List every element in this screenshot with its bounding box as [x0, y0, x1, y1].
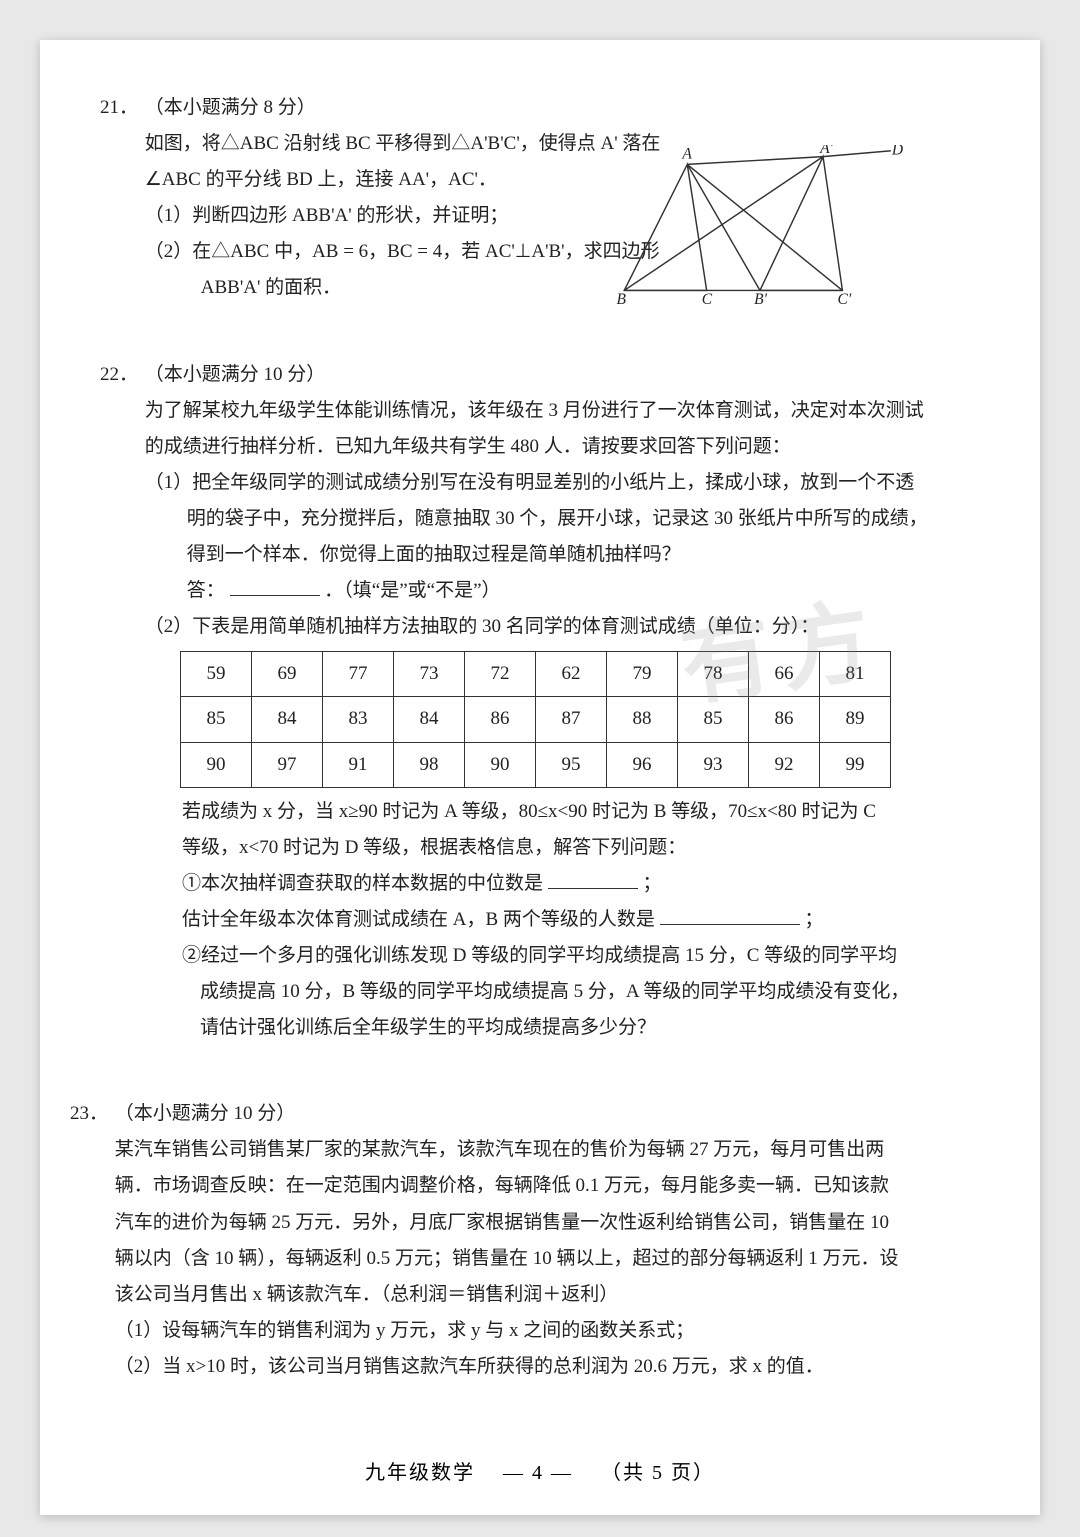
q21-line1: 如图，将△ABC 沿射线 BC 平移得到△A'B'C'，使得点 A' 落在 — [145, 133, 661, 154]
cell: 83 — [323, 697, 394, 742]
cell: 69 — [252, 652, 323, 697]
cell: 59 — [181, 652, 252, 697]
q22-q2b: 成绩提高 10 分，B 等级的同学平均成绩提高 5 分，A 等级的同学平均成绩没… — [140, 981, 909, 1002]
q22-count-end: ； — [804, 909, 823, 930]
pt-B: B — [616, 291, 626, 305]
pt-C: C — [702, 291, 713, 305]
question-21: A A' D B C B' C' 21． （本小题满分 8 分） 如图，将△AB… — [100, 90, 980, 307]
q23-l2: 辆．市场调查反映：在一定范围内调整价格，每辆降低 0.1 万元，每月能多卖一辆．… — [115, 1175, 889, 1196]
scores-table: 59697773726279786681 8584838486878885868… — [180, 651, 891, 787]
cell: 98 — [394, 742, 465, 787]
cell: 87 — [536, 697, 607, 742]
footer-total: （共 5 页） — [601, 1462, 715, 1484]
cell: 90 — [465, 742, 536, 787]
q23-points: （本小题满分 10 分） — [115, 1103, 296, 1124]
q22-median-blank[interactable] — [548, 869, 638, 889]
pt-Cp: C' — [838, 291, 852, 305]
footer-subject: 九年级数学 — [365, 1462, 475, 1484]
q22-p2intro: （2）下表是用简单随机抽样方法抽取的 30 名同学的体育测试成绩（单位：分）： — [145, 616, 820, 637]
pt-D: D — [891, 145, 903, 159]
cell: 97 — [252, 742, 323, 787]
cell: 92 — [749, 742, 820, 787]
pt-A: A — [681, 146, 692, 163]
cell: 93 — [678, 742, 749, 787]
pt-Bp: B' — [754, 291, 767, 305]
cell: 86 — [465, 697, 536, 742]
cell: 85 — [678, 697, 749, 742]
cell: 72 — [465, 652, 536, 697]
question-23: 23． （本小题满分 10 分） 某汽车销售公司销售某厂家的某款汽车，该款汽车现… — [70, 1096, 980, 1385]
cell: 90 — [181, 742, 252, 787]
cell: 79 — [607, 652, 678, 697]
q21-points: （本小题满分 8 分） — [145, 97, 316, 118]
q22-ans-hint: ．（填“是”或“不是”） — [324, 580, 500, 601]
cell: 66 — [749, 652, 820, 697]
page-footer: 九年级数学 — 4 — （共 5 页） — [40, 1456, 1040, 1485]
q23-p2: （2）当 x>10 时，该公司当月销售这款汽车所获得的总利润为 20.6 万元，… — [115, 1356, 824, 1377]
cell: 88 — [607, 697, 678, 742]
pt-Ap: A' — [819, 145, 833, 157]
q21-line2: ∠ABC 的平分线 BD 上，连接 AA'，AC'． — [145, 169, 497, 190]
cell: 62 — [536, 652, 607, 697]
q21-number: 21． — [100, 90, 140, 126]
q23-l3: 汽车的进价为每辆 25 万元．另外，月底厂家根据销售量一次性返利给销售公司，销售… — [115, 1212, 889, 1233]
question-22: 22． （本小题满分 10 分） 为了解某校九年级学生体能训练情况，该年级在 3… — [100, 357, 980, 1047]
q22-median-label: ①本次抽样调查获取的样本数据的中位数是 — [182, 873, 543, 894]
q23-l5: 该公司当月售出 x 辆该款汽车．（总利润＝销售利润＋返利） — [115, 1284, 619, 1305]
table-row: 59697773726279786681 — [181, 652, 891, 697]
footer-page: — 4 — — [503, 1462, 573, 1484]
q22-ans-label: 答： — [187, 580, 225, 601]
cell: 86 — [749, 697, 820, 742]
cell: 99 — [820, 742, 891, 787]
q23-l1: 某汽车销售公司销售某厂家的某款汽车，该款汽车现在的售价为每辆 27 万元，每月可… — [115, 1139, 885, 1160]
cell: 96 — [607, 742, 678, 787]
cell: 95 — [536, 742, 607, 787]
q22-p2a2: 等级，x<70 时记为 D 等级，根据表格信息，解答下列问题： — [140, 837, 686, 858]
q22-intro2: 的成绩进行抽样分析．已知九年级共有学生 480 人．请按要求回答下列问题： — [145, 436, 791, 457]
cell: 77 — [323, 652, 394, 697]
q22-p1b: 明的袋子中，充分搅拌后，随意抽取 30 个，展开小球，记录这 30 张纸片中所写… — [145, 508, 928, 529]
q22-points: （本小题满分 10 分） — [145, 364, 326, 385]
q23-l4: 辆以内（含 10 辆），每辆返利 0.5 万元；销售量在 10 辆以上，超过的部… — [115, 1248, 899, 1269]
q22-ans-blank[interactable] — [230, 576, 320, 596]
cell: 81 — [820, 652, 891, 697]
q22-q2a: ②经过一个多月的强化训练发现 D 等级的同学平均成绩提高 15 分，C 等级的同… — [140, 945, 897, 966]
q22-median-end: ； — [643, 873, 662, 894]
q22-p1c: 得到一个样本．你觉得上面的抽取过程是简单随机抽样吗？ — [145, 544, 681, 565]
cell: 78 — [678, 652, 749, 697]
table-row: 90979198909596939299 — [181, 742, 891, 787]
q23-number: 23． — [70, 1096, 110, 1132]
q21-figure: A A' D B C B' C' — [610, 145, 910, 305]
q23-p1: （1）设每辆汽车的销售利润为 y 万元，求 y 与 x 之间的函数关系式； — [115, 1320, 695, 1341]
cell: 91 — [323, 742, 394, 787]
q22-p2a: 若成绩为 x 分，当 x≥90 时记为 A 等级，80≤x<90 时记为 B 等… — [140, 801, 876, 822]
cell: 89 — [820, 697, 891, 742]
cell: 85 — [181, 697, 252, 742]
cell: 84 — [394, 697, 465, 742]
q22-count-blank[interactable] — [660, 905, 800, 925]
q22-intro1: 为了解某校九年级学生体能训练情况，该年级在 3 月份进行了一次体育测试，决定对本… — [145, 400, 924, 421]
q22-count-label: 估计全年级本次体育测试成绩在 A，B 两个等级的人数是 — [182, 909, 655, 930]
q21-part1: （1）判断四边形 ABB'A' 的形状，并证明； — [145, 205, 509, 226]
q22-q2c: 请估计强化训练后全年级学生的平均成绩提高多少分？ — [140, 1017, 656, 1038]
q21-part2b: ABB'A' 的面积． — [145, 277, 341, 298]
q22-p1a: （1）把全年级同学的测试成绩分别写在没有明显差别的小纸片上，揉成小球，放到一个不… — [145, 472, 915, 493]
table-row: 85848384868788858689 — [181, 697, 891, 742]
q22-number: 22． — [100, 357, 140, 393]
cell: 73 — [394, 652, 465, 697]
q21-part2a: （2）在△ABC 中，AB = 6，BC = 4，若 AC'⊥A'B'，求四边形 — [145, 241, 660, 262]
cell: 84 — [252, 697, 323, 742]
exam-page: 有方 A A' D B C B' C' — [40, 40, 1040, 1515]
